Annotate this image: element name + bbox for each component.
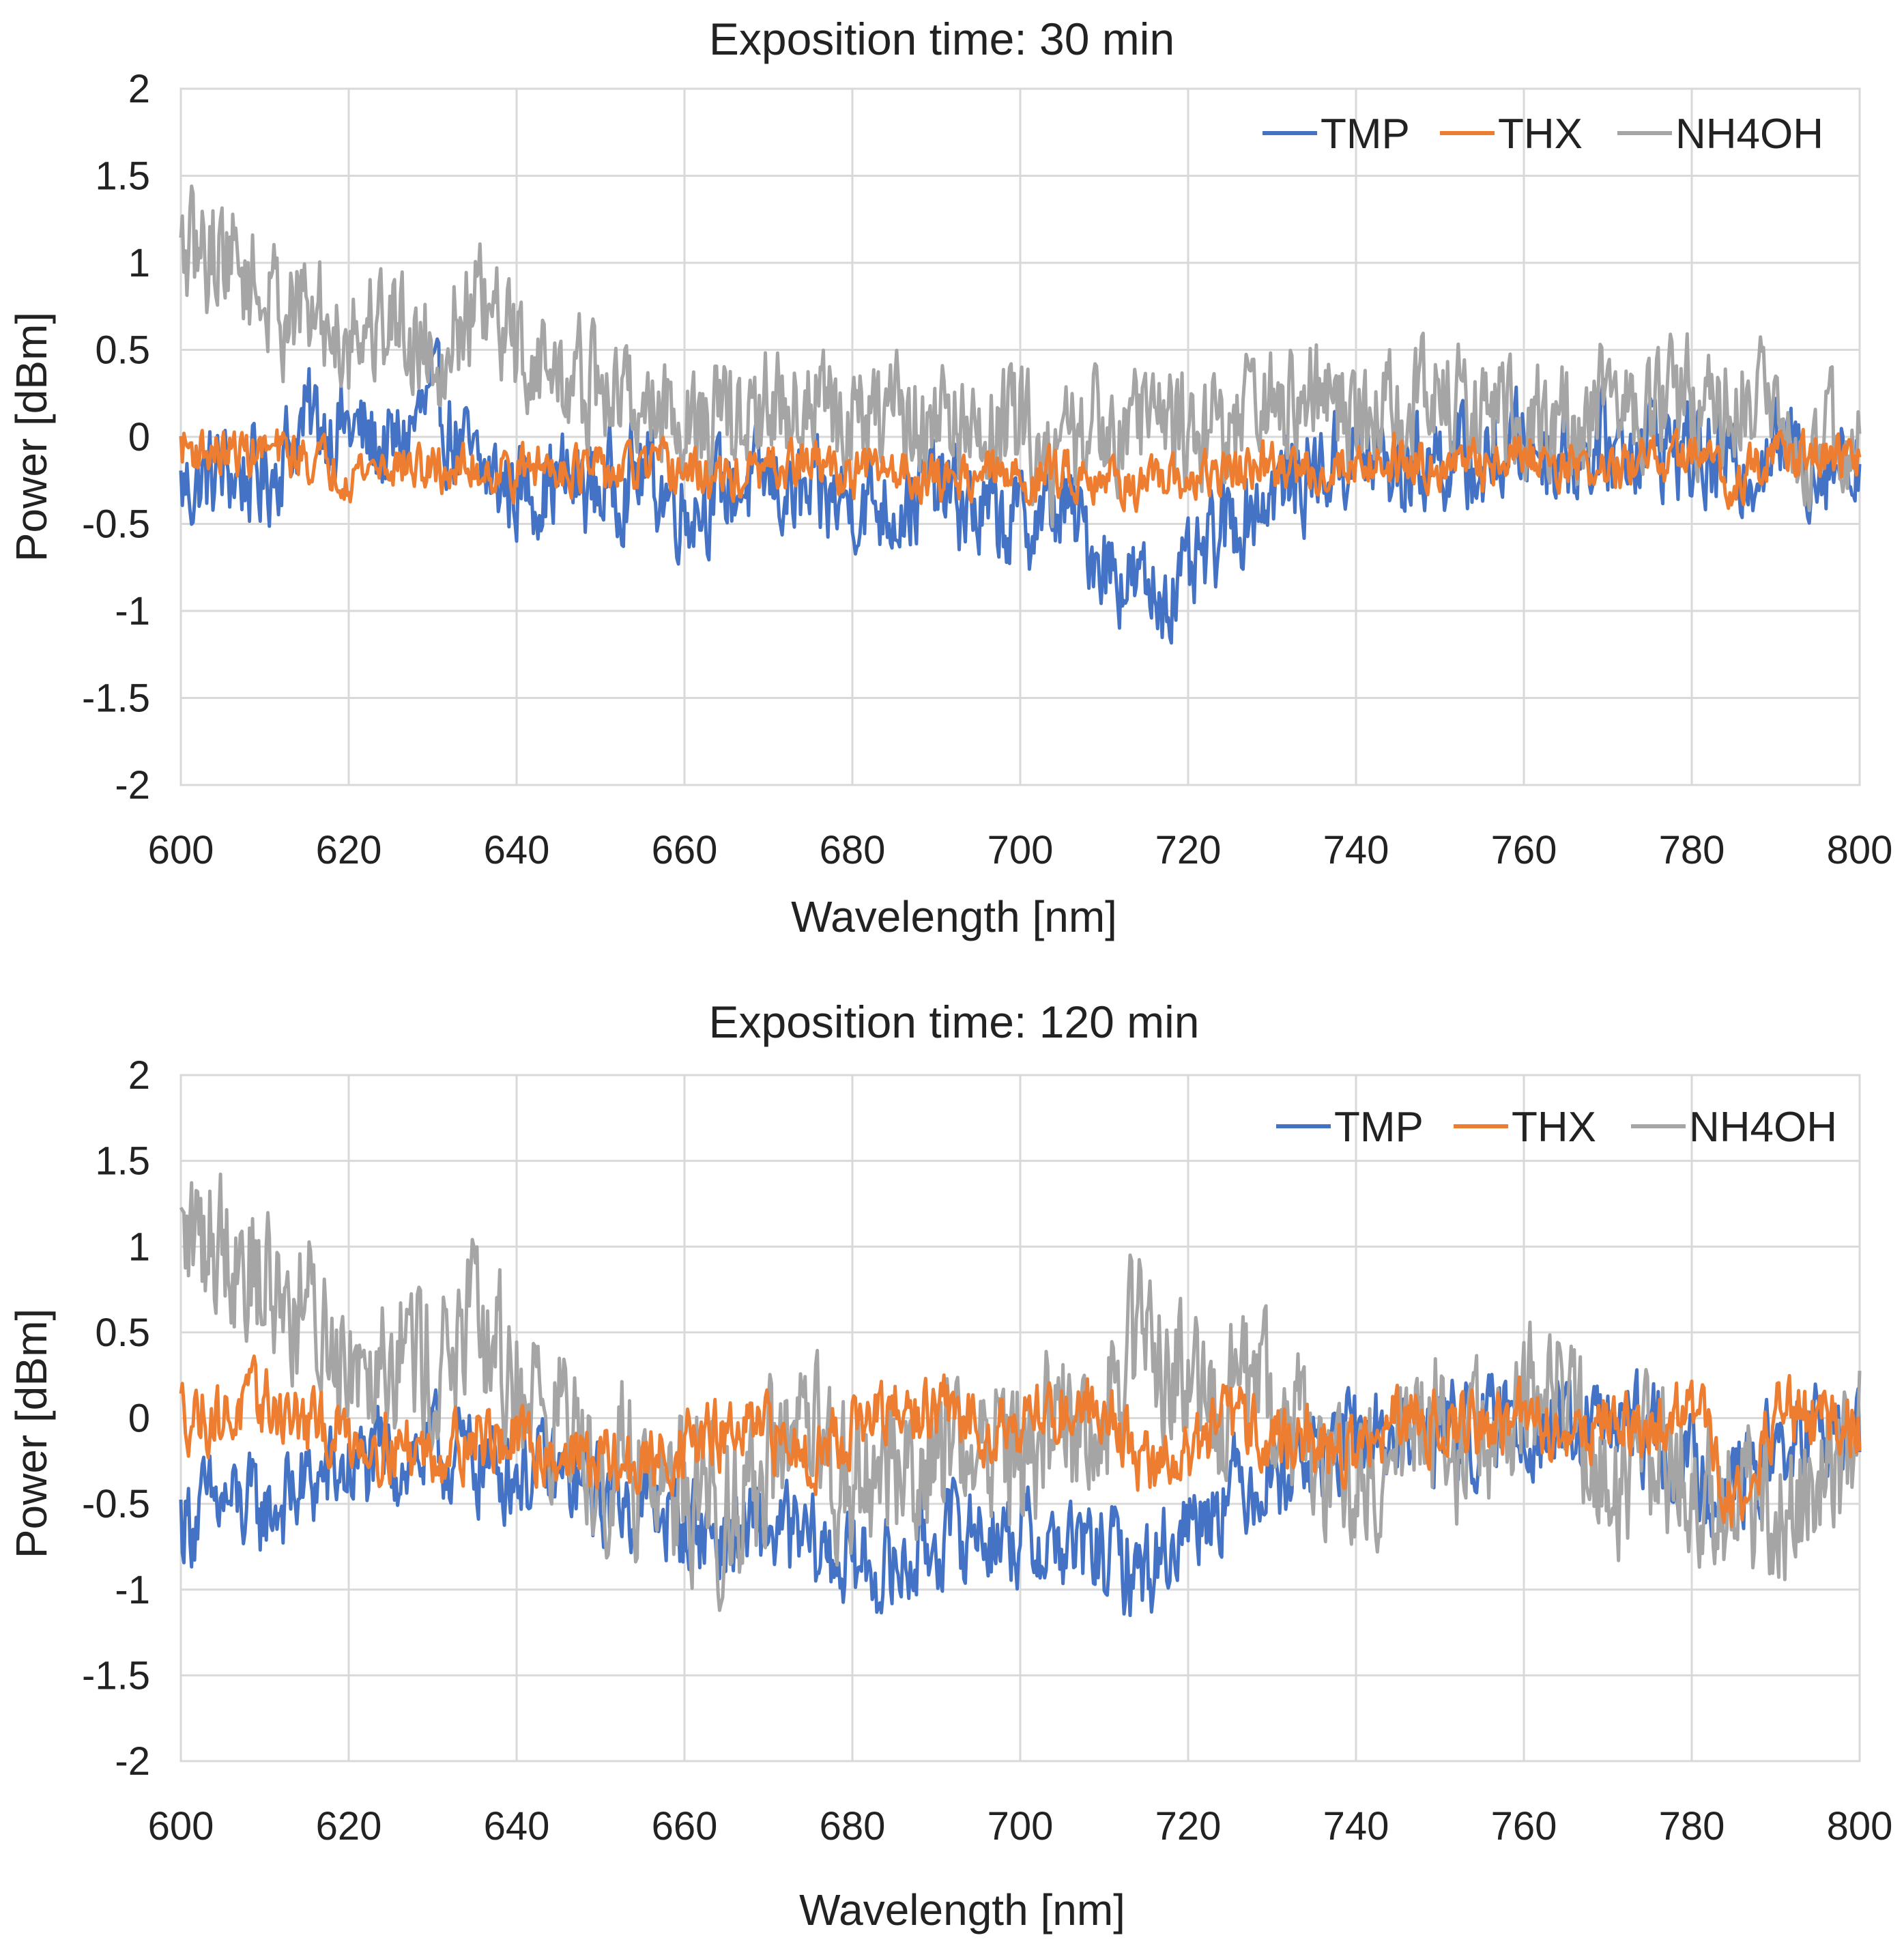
- chart-30-min: Exposition time: 30 min Wavelength [nm] …: [0, 0, 1904, 956]
- y-tick-label: -2: [115, 1739, 150, 1784]
- x-tick-label: 800: [1827, 828, 1893, 872]
- series-line-thx: [179, 427, 1862, 513]
- legend-label-thx: THX: [1512, 1104, 1596, 1151]
- y-tick-label: 1: [128, 241, 150, 285]
- x-tick-label: 780: [1659, 828, 1725, 872]
- x-axis-label: Wavelength [nm]: [791, 892, 1117, 941]
- y-axis-label: Power [dBm]: [7, 1309, 56, 1558]
- y-tick-label: 0.5: [95, 1311, 150, 1355]
- y-tick-label: -2: [115, 763, 150, 808]
- x-tick-label: 700: [987, 828, 1054, 872]
- x-tick-label: 680: [820, 1804, 886, 1848]
- x-tick-label: 760: [1491, 828, 1557, 872]
- x-tick-label: 600: [148, 828, 214, 872]
- legend-label-nh4oh: NH4OH: [1689, 1104, 1837, 1151]
- y-tick-label: 0.5: [95, 328, 150, 373]
- series-line-nh4oh: [179, 184, 1862, 528]
- y-tick-label: -0.5: [82, 1482, 150, 1526]
- legend: TMP THX NH4OH: [1276, 1104, 1837, 1151]
- x-tick-label: 760: [1491, 1804, 1557, 1848]
- x-tick-label: 700: [987, 1804, 1054, 1848]
- chart-30-min-svg: Exposition time: 30 min Wavelength [nm] …: [7, 14, 1893, 941]
- legend-label-tmp: TMP: [1321, 111, 1410, 158]
- y-tick-label: 1.5: [95, 1139, 150, 1184]
- x-tick-label: 640: [484, 1804, 550, 1848]
- x-tick-label: 600: [148, 1804, 214, 1848]
- y-tick-label: 2: [128, 1053, 150, 1098]
- y-tick-label: 0: [128, 1397, 150, 1441]
- x-tick-label: 740: [1323, 1804, 1389, 1848]
- y-tick-label: -1.5: [82, 676, 150, 721]
- chart-120-min: Exposition time: 120 min Wavelength [nm]…: [0, 983, 1904, 1939]
- x-tick-label: 640: [484, 828, 550, 872]
- chart-title: Exposition time: 120 min: [708, 997, 1199, 1047]
- legend-label-thx: THX: [1498, 111, 1583, 158]
- y-tick-label: 0: [128, 415, 150, 459]
- chart-title: Exposition time: 30 min: [709, 14, 1174, 64]
- series-line-tmp: [179, 1368, 1862, 1617]
- x-tick-label: 720: [1155, 828, 1222, 872]
- legend: TMP THX NH4OH: [1263, 111, 1823, 158]
- x-tick-label: 780: [1659, 1804, 1725, 1848]
- series-line-nh4oh: [179, 1172, 1862, 1612]
- legend-label-tmp: TMP: [1334, 1104, 1424, 1151]
- y-tick-label: -1: [115, 1568, 150, 1612]
- x-tick-label: 800: [1827, 1804, 1893, 1848]
- x-tick-label: 660: [652, 1804, 718, 1848]
- x-tick-label: 620: [316, 828, 382, 872]
- y-axis-label: Power [dBm]: [7, 312, 56, 562]
- x-axis-label: Wavelength [nm]: [799, 1885, 1125, 1934]
- y-tick-label: 2: [128, 67, 150, 111]
- x-tick-label: 620: [316, 1804, 382, 1848]
- legend-label-nh4oh: NH4OH: [1675, 111, 1823, 158]
- y-tick-label: -0.5: [82, 502, 150, 547]
- y-tick-label: -1: [115, 589, 150, 633]
- x-tick-label: 660: [652, 828, 718, 872]
- series-line-thx: [179, 1354, 1862, 1528]
- chart-120-min-svg: Exposition time: 120 min Wavelength [nm]…: [7, 997, 1893, 1934]
- y-tick-label: -1.5: [82, 1653, 150, 1698]
- y-tick-label: 1.5: [95, 154, 150, 199]
- y-tick-label: 1: [128, 1225, 150, 1269]
- x-tick-label: 680: [820, 828, 886, 872]
- x-tick-label: 740: [1323, 828, 1389, 872]
- x-tick-label: 720: [1155, 1804, 1222, 1848]
